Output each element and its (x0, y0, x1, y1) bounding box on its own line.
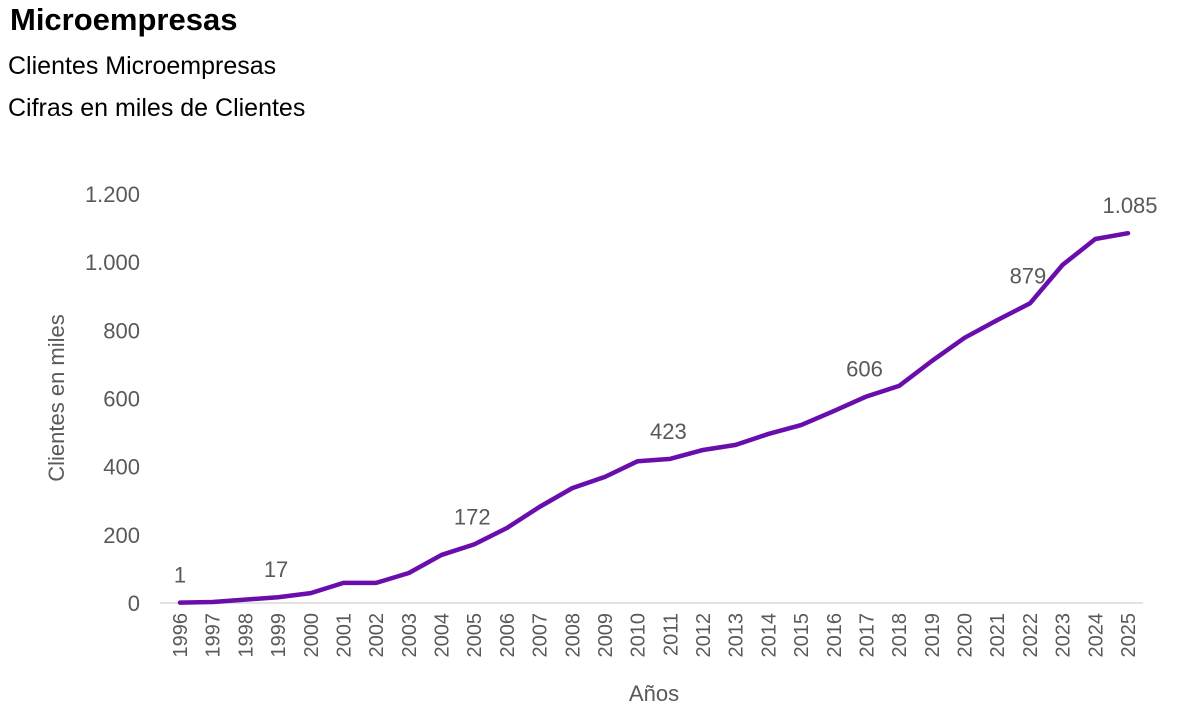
y-axis-title: Clientes en miles (44, 314, 69, 482)
data-label: 1.085 (1102, 193, 1157, 218)
x-tick-label: 2018 (889, 613, 911, 658)
x-tick-label: 2024 (1085, 613, 1107, 658)
data-label: 606 (846, 356, 883, 381)
x-tick-label: 2015 (791, 613, 813, 658)
y-tick-label: 800 (103, 318, 140, 343)
x-tick-label: 2012 (693, 613, 715, 658)
x-tick-label: 1997 (203, 613, 225, 658)
chart-title: Microempresas (10, 2, 238, 37)
x-tick-label: 1999 (268, 613, 290, 658)
x-tick-label: 2003 (399, 613, 421, 658)
data-label: 1 (174, 563, 186, 588)
x-axis-title: Años (629, 681, 679, 706)
x-tick-label: 1996 (170, 613, 192, 658)
x-tick-label: 2025 (1118, 613, 1140, 658)
y-tick-label: 200 (103, 523, 140, 548)
x-tick-label: 2002 (366, 613, 388, 658)
chart-units: Cifras en miles de Clientes (8, 94, 306, 122)
y-tick-label: 600 (103, 387, 140, 412)
x-tick-label: 2009 (595, 613, 617, 658)
x-tick-label: 2020 (955, 613, 977, 658)
x-tick-label: 2013 (726, 613, 748, 658)
y-tick-label: 400 (103, 455, 140, 480)
x-tick-label: 2022 (1020, 613, 1042, 658)
x-tick-label: 2019 (922, 613, 944, 658)
data-label: 879 (1010, 263, 1047, 288)
x-tick-label: 2011 (660, 613, 682, 656)
data-label: 172 (454, 504, 491, 529)
x-tick-label: 2007 (530, 613, 552, 658)
x-tick-label: 2014 (758, 613, 780, 658)
y-tick-label: 1.200 (85, 182, 140, 207)
data-label: 423 (650, 419, 687, 444)
series-line (177, 230, 1131, 605)
x-tick-label: 2006 (497, 613, 519, 658)
x-tick-label: 2010 (628, 613, 650, 658)
chart-subtitle: Clientes Microempresas (8, 52, 277, 80)
x-tick-label: 1998 (235, 613, 257, 658)
x-tick-label: 2021 (987, 613, 1009, 658)
x-tick-label: 2004 (432, 613, 454, 658)
x-tick-label: 2005 (464, 613, 486, 658)
data-label: 17 (264, 557, 288, 582)
x-tick-label: 2017 (856, 613, 878, 658)
x-tick-label: 2023 (1053, 613, 1075, 658)
y-tick-label: 0 (128, 591, 140, 616)
x-tick-label: 2016 (824, 613, 846, 658)
y-tick-label: 1.000 (85, 250, 140, 275)
x-tick-label: 2008 (562, 613, 584, 658)
x-tick-label: 2000 (301, 613, 323, 658)
x-tick-label: 2001 (333, 613, 355, 658)
